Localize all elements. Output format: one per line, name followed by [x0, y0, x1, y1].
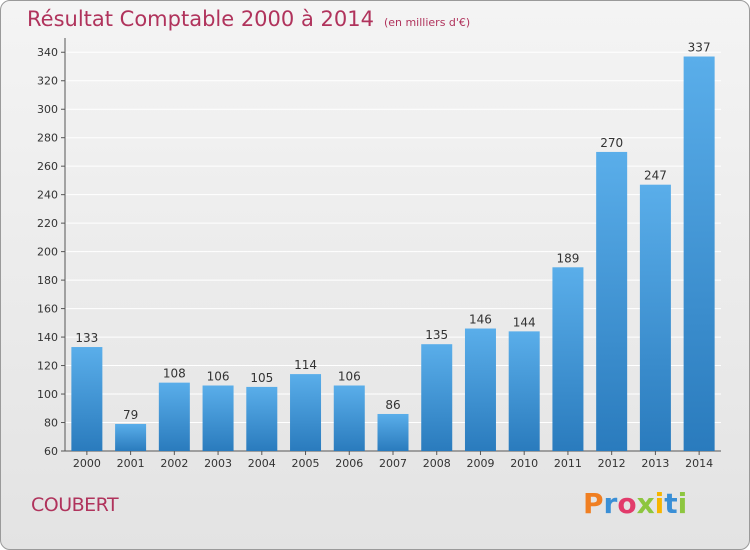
x-tick-label-2001: 2001 [117, 457, 145, 470]
data-label-2005: 114 [294, 358, 317, 372]
logo-letter: o [617, 487, 637, 520]
x-tick-label-2011: 2011 [554, 457, 582, 470]
logo-letter: r [603, 487, 618, 520]
data-label-2013: 247 [644, 169, 667, 183]
x-tick-label-2007: 2007 [379, 457, 407, 470]
data-label-2006: 106 [338, 369, 361, 383]
data-label-2002: 108 [163, 367, 186, 381]
bar-2004 [246, 386, 278, 451]
y-tick-label: 260 [37, 160, 58, 173]
bar-2003 [202, 385, 234, 451]
x-tick-label-2002: 2002 [160, 457, 188, 470]
y-tick-label: 60 [44, 445, 58, 458]
data-label-2001: 79 [123, 408, 138, 422]
commune-name: COUBERT [31, 494, 119, 516]
chart-title-text: Résultat Comptable 2000 à 2014 [27, 7, 374, 31]
bar-2014 [683, 56, 715, 451]
labels: 60 80 100 120 140 160 180 200 220 240 260 280 300 320… [37, 41, 713, 470]
logo-letter: t [664, 487, 678, 520]
y-tick-label: 140 [37, 331, 58, 344]
y-tick-label: 120 [37, 360, 58, 373]
x-tick-label-2004: 2004 [248, 457, 276, 470]
x-tick-label-2005: 2005 [292, 457, 320, 470]
x-tick-label-2006: 2006 [335, 457, 363, 470]
proxiti-logo: Proxiti [583, 487, 687, 520]
x-tick-label-2013: 2013 [641, 457, 669, 470]
y-tick-label: 300 [37, 103, 58, 116]
logo-letter: i [654, 487, 665, 520]
y-tick-label: 320 [37, 75, 58, 88]
y-tick-label: 160 [37, 303, 58, 316]
bar-2011 [552, 267, 584, 451]
data-label-2004: 105 [250, 371, 273, 385]
bars [71, 56, 715, 451]
y-tick-label: 240 [37, 189, 58, 202]
bar-2002 [158, 382, 190, 451]
y-tick-label: 220 [37, 217, 58, 230]
bar-2001 [115, 423, 147, 451]
logo-letter: i [677, 487, 688, 520]
logo-letter: P [583, 487, 604, 520]
bar-2010 [508, 331, 540, 451]
y-tick-label: 340 [37, 46, 58, 59]
bar-2007 [377, 413, 409, 451]
data-label-2010: 144 [513, 315, 536, 329]
bar-2013 [639, 184, 671, 451]
y-tick-label: 80 [44, 417, 58, 430]
data-label-2011: 189 [556, 251, 579, 265]
x-tick-label-2012: 2012 [598, 457, 626, 470]
y-tick-label: 280 [37, 132, 58, 145]
logo-letter: x [636, 487, 655, 520]
data-label-2000: 133 [75, 331, 98, 345]
data-label-2007: 86 [385, 398, 400, 412]
x-tick-label-2014: 2014 [685, 457, 713, 470]
x-tick-label-2009: 2009 [466, 457, 494, 470]
data-label-2003: 106 [207, 369, 230, 383]
y-tick-label: 200 [37, 246, 58, 259]
bar-2009 [464, 328, 496, 451]
bar-2006 [333, 385, 365, 451]
x-tick-label-2000: 2000 [73, 457, 101, 470]
bar-2012 [596, 151, 628, 451]
chart-unit: (en milliers d'€) [383, 16, 471, 29]
bar-2000 [71, 347, 103, 451]
bar-2008 [421, 344, 453, 451]
chart-title: Résultat Comptable 2000 à 2014 (en millie… [27, 7, 470, 31]
data-label-2008: 135 [425, 328, 448, 342]
bar-2005 [290, 374, 322, 451]
x-tick-label-2003: 2003 [204, 457, 232, 470]
data-label-2012: 270 [600, 136, 623, 150]
y-tick-label: 180 [37, 274, 58, 287]
x-tick-label-2008: 2008 [423, 457, 451, 470]
x-tick-label-2010: 2010 [510, 457, 538, 470]
y-tick-label: 100 [37, 388, 58, 401]
data-label-2014: 337 [688, 41, 711, 55]
data-label-2009: 146 [469, 313, 492, 327]
